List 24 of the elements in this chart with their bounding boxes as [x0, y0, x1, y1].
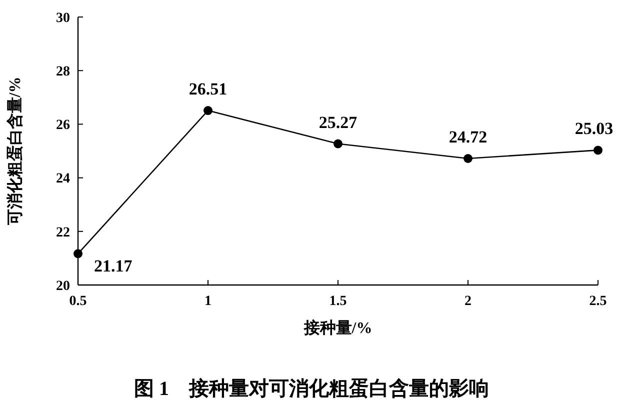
point: [464, 154, 472, 164]
x-axis-title: 接种量/%: [302, 319, 372, 337]
x-tick-label: 2: [464, 294, 472, 309]
y-tick-label: 20: [56, 278, 70, 294]
y-tick-label: 28: [56, 64, 70, 80]
point: [204, 106, 212, 116]
data-label: 24.72: [448, 128, 488, 147]
y-tick-label: 24: [56, 172, 70, 187]
point: [594, 146, 602, 155]
data-label: 25.03: [574, 119, 614, 138]
y-tick-label: 26: [56, 118, 70, 134]
x-tick-label: 0.5: [69, 294, 87, 309]
y-tick-label: 22: [56, 225, 70, 240]
data-label: 25.27: [318, 112, 358, 132]
y-axis-title: 可消化粗蛋白含量/%: [6, 76, 24, 226]
text: 图 1 接种量对可消化粗蛋白含量的影响: [134, 377, 489, 400]
y-tick-label: 30: [56, 10, 70, 26]
x-tick-label: 2.5: [589, 294, 607, 309]
data-label: 21.17: [94, 256, 133, 276]
point: [74, 249, 82, 258]
point: [334, 139, 342, 148]
x-tick-label: 1: [204, 294, 212, 309]
x-tick-label: 1.5: [329, 294, 347, 309]
data-label: 26.51: [188, 80, 228, 99]
